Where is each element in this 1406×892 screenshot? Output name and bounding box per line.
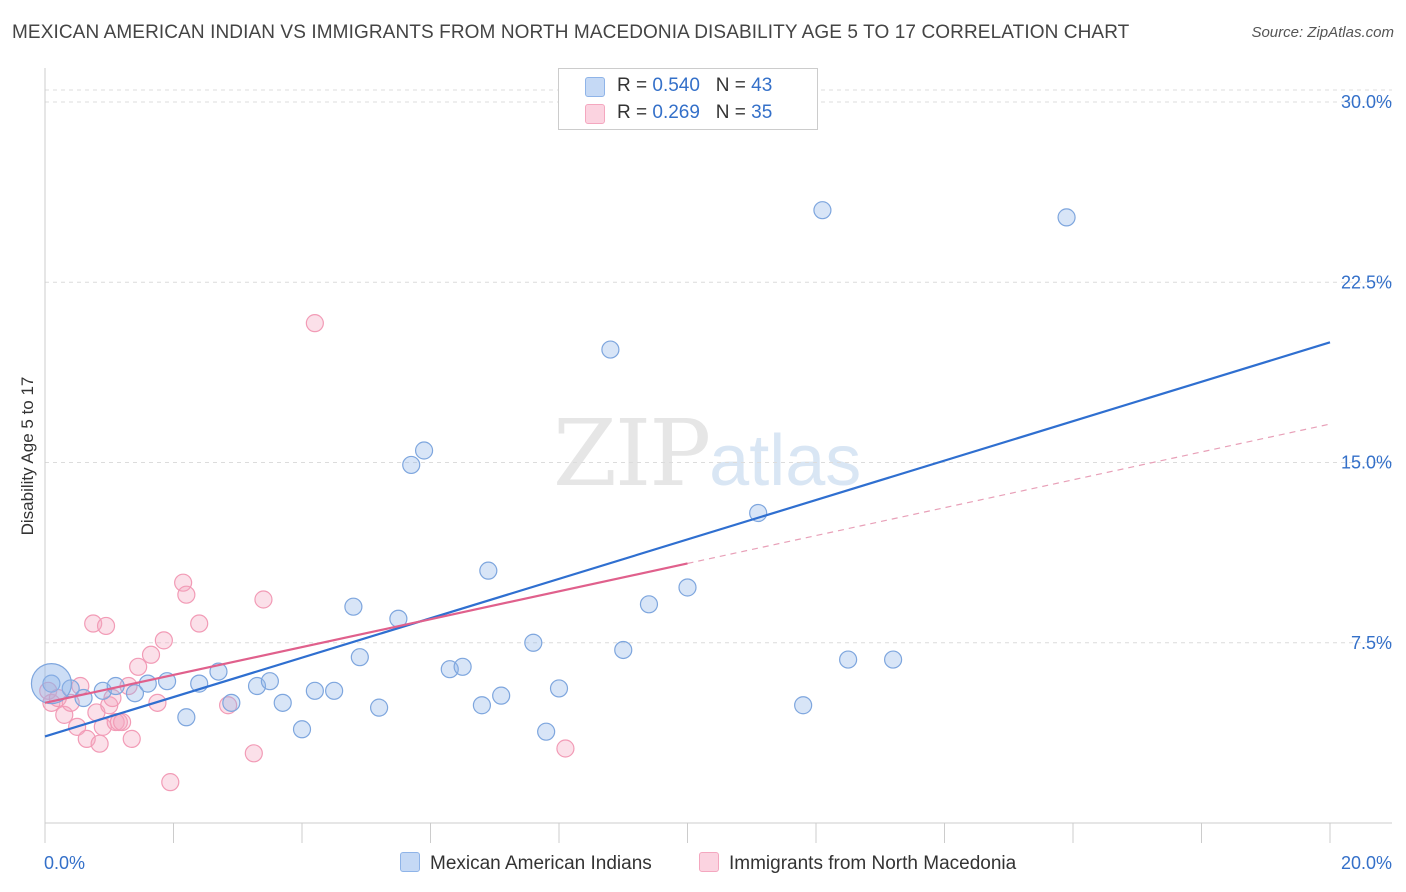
n-value: 35	[751, 102, 773, 123]
chart-title: MEXICAN AMERICAN INDIAN VS IMMIGRANTS FR…	[12, 22, 1130, 43]
data-point-north-macedonia	[96, 616, 116, 636]
data-point-mexican-american-indians	[344, 597, 363, 616]
r-value: 0.540	[652, 75, 700, 96]
data-point-mexican-american-indians	[678, 578, 697, 597]
data-point-mexican-american-indians	[402, 455, 421, 475]
data-point-mexican-american-indians	[492, 686, 511, 705]
data-point-mexican-american-indians	[639, 595, 659, 614]
n-label: N =	[715, 75, 746, 96]
pink-swatch-icon	[699, 852, 719, 872]
r-value: 0.269	[652, 102, 700, 123]
data-point-mexican-american-indians	[839, 650, 858, 669]
data-point-mexican-american-indians	[138, 674, 157, 693]
data-point-north-macedonia	[305, 314, 324, 333]
data-point-mexican-american-indians	[601, 340, 620, 359]
data-point-mexican-american-indians	[414, 441, 434, 460]
data-point-mexican-american-indians	[479, 561, 498, 580]
legend-item-north-macedonia: Immigrants from North Macedonia	[699, 852, 1016, 875]
data-point-north-macedonia	[122, 729, 141, 748]
data-point-north-macedonia	[177, 585, 196, 604]
data-point-mexican-american-indians	[472, 696, 491, 715]
data-point-mexican-american-indians	[42, 674, 61, 693]
legend-label: Mexican American Indians	[430, 853, 652, 874]
data-point-mexican-american-indians	[549, 679, 569, 698]
legend-label: Immigrants from North Macedonia	[729, 853, 1017, 874]
data-point-mexican-american-indians	[273, 693, 292, 712]
data-point-north-macedonia	[103, 688, 122, 708]
trend-line-mexican-american-indians	[44, 341, 1331, 738]
data-point-mexican-american-indians	[1057, 208, 1076, 227]
n-value: 43	[751, 75, 773, 96]
data-point-north-macedonia	[112, 712, 132, 732]
data-point-north-macedonia	[254, 590, 273, 609]
data-point-mexican-american-indians	[125, 684, 145, 703]
data-point-mexican-american-indians	[292, 720, 312, 739]
data-point-north-macedonia	[129, 657, 148, 676]
trend-line-extension-north-macedonia	[687, 423, 1331, 565]
watermark: ZIPatlas	[553, 400, 861, 507]
stats-legend: R = 0.540 N = 43 R = 0.269 N = 35	[558, 68, 818, 130]
data-point-mexican-american-indians	[614, 640, 633, 660]
data-point-north-macedonia	[161, 773, 180, 792]
data-point-mexican-american-indians	[260, 672, 279, 691]
trend-line-north-macedonia	[44, 562, 688, 704]
r-label: R =	[617, 102, 648, 123]
data-point-mexican-american-indians	[209, 662, 228, 681]
legend-item-mexican-american-indians: Mexican American Indians	[400, 852, 652, 875]
data-point-north-macedonia	[154, 631, 173, 650]
y-tick-label: 7.5%	[1351, 633, 1392, 653]
watermark-atlas: atlas	[709, 421, 862, 501]
pink-swatch-icon	[585, 104, 605, 124]
blue-swatch-icon	[585, 77, 605, 97]
data-point-mexican-american-indians-large	[30, 663, 73, 705]
data-point-north-macedonia	[244, 744, 263, 763]
data-point-mexican-american-indians	[813, 201, 832, 220]
data-point-north-macedonia	[556, 739, 575, 758]
data-point-mexican-american-indians	[325, 681, 344, 700]
y-tick-label: 30.0%	[1341, 92, 1392, 112]
data-point-mexican-american-indians	[453, 657, 472, 676]
data-point-mexican-american-indians	[222, 693, 241, 712]
data-point-mexican-american-indians	[537, 722, 556, 741]
n-label: N =	[715, 102, 746, 123]
data-point-north-macedonia	[190, 614, 209, 633]
y-tick-label: 22.5%	[1341, 272, 1392, 292]
data-point-mexican-american-indians	[370, 698, 389, 717]
chart-source: Source: ZipAtlas.com	[1251, 24, 1394, 41]
stats-text-blue: R = 0.540 N = 43	[617, 75, 772, 97]
x-tick-label: 0.0%	[44, 853, 85, 873]
data-point-north-macedonia	[90, 734, 109, 753]
data-point-north-macedonia	[219, 696, 238, 715]
watermark-zip: ZIP	[553, 400, 711, 507]
data-point-mexican-american-indians	[350, 648, 369, 667]
data-point-north-macedonia	[141, 645, 161, 664]
data-point-mexican-american-indians	[524, 633, 543, 652]
data-point-mexican-american-indians	[794, 696, 813, 715]
stats-text-pink: R = 0.269 N = 35	[617, 102, 772, 124]
data-point-mexican-american-indians	[883, 650, 903, 669]
blue-swatch-icon	[400, 852, 420, 872]
y-tick-label: 15.0%	[1341, 453, 1392, 473]
data-point-mexican-american-indians	[177, 708, 196, 727]
x-tick-label: 20.0%	[1341, 853, 1392, 873]
r-label: R =	[617, 75, 648, 96]
data-point-mexican-american-indians	[305, 681, 324, 700]
data-point-north-macedonia	[174, 573, 193, 592]
